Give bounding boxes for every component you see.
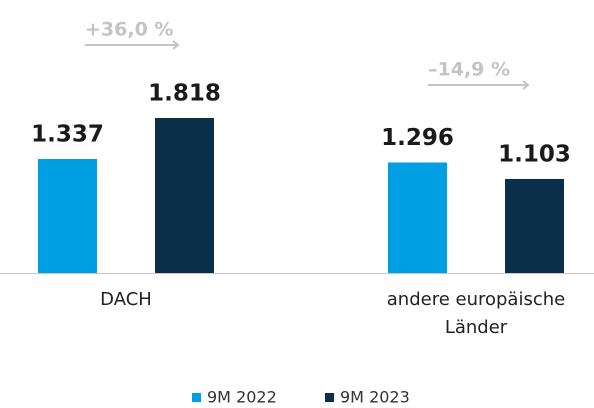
legend-swatch	[192, 393, 201, 402]
data-label: 1.103	[498, 141, 571, 167]
bar	[155, 118, 214, 273]
bar	[38, 159, 97, 273]
annotation-arrowhead	[172, 40, 180, 50]
annotation: +36,0 %	[85, 19, 173, 41]
annotation-arrowhead	[522, 80, 530, 90]
bar	[388, 162, 447, 273]
annotation: –14,9 %	[428, 59, 510, 81]
category-label: andere europäische Länder	[386, 289, 566, 338]
bar	[505, 178, 564, 273]
legend-swatch	[325, 393, 334, 402]
data-label: 1.337	[31, 122, 104, 148]
category-label: DACH	[100, 289, 152, 310]
legend-label: 9M 2022	[207, 388, 277, 407]
legend-label: 9M 2023	[340, 388, 410, 407]
data-label: 1.296	[381, 125, 454, 151]
data-label: 1.818	[148, 81, 221, 107]
